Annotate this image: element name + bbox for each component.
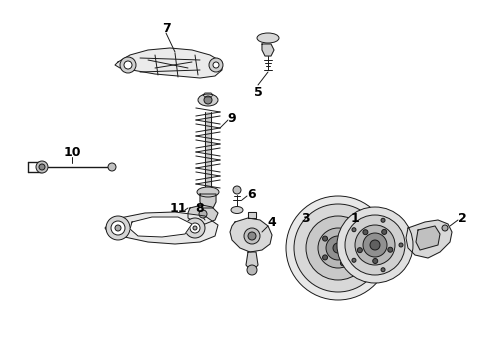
Circle shape: [185, 218, 205, 238]
Circle shape: [352, 228, 356, 232]
Circle shape: [363, 233, 387, 257]
Ellipse shape: [257, 33, 279, 43]
Circle shape: [355, 225, 395, 265]
Text: 5: 5: [254, 86, 262, 99]
Circle shape: [248, 232, 256, 240]
Circle shape: [106, 216, 130, 240]
Circle shape: [247, 265, 257, 275]
Circle shape: [199, 210, 207, 218]
Circle shape: [381, 218, 385, 222]
Polygon shape: [200, 194, 216, 208]
Circle shape: [388, 247, 393, 252]
Circle shape: [244, 228, 260, 244]
Circle shape: [341, 230, 345, 235]
Polygon shape: [203, 93, 213, 97]
Circle shape: [286, 196, 390, 300]
Circle shape: [120, 57, 136, 73]
Circle shape: [363, 230, 368, 235]
Circle shape: [111, 221, 125, 235]
Circle shape: [108, 163, 116, 171]
Circle shape: [39, 164, 45, 170]
Polygon shape: [406, 220, 452, 258]
Text: 9: 9: [228, 112, 236, 125]
Circle shape: [213, 62, 219, 68]
Ellipse shape: [231, 207, 243, 213]
Circle shape: [333, 243, 343, 253]
Polygon shape: [230, 218, 272, 252]
Circle shape: [115, 225, 121, 231]
Circle shape: [351, 246, 357, 251]
Text: 8: 8: [196, 202, 204, 215]
Circle shape: [423, 231, 437, 245]
Polygon shape: [130, 217, 192, 237]
Circle shape: [341, 261, 345, 266]
Ellipse shape: [198, 94, 218, 106]
Circle shape: [294, 204, 382, 292]
Text: 4: 4: [268, 216, 276, 229]
Polygon shape: [188, 205, 218, 224]
Circle shape: [345, 215, 405, 275]
Polygon shape: [205, 112, 211, 192]
Text: 10: 10: [63, 145, 81, 158]
Polygon shape: [115, 48, 222, 78]
Circle shape: [124, 61, 132, 69]
Circle shape: [233, 186, 241, 194]
Text: 6: 6: [247, 188, 256, 201]
Circle shape: [306, 216, 370, 280]
Circle shape: [322, 236, 327, 241]
Polygon shape: [248, 212, 256, 218]
Circle shape: [337, 207, 413, 283]
Circle shape: [193, 226, 197, 230]
Circle shape: [352, 258, 356, 262]
Polygon shape: [246, 252, 258, 272]
Text: 7: 7: [162, 22, 171, 35]
Text: 3: 3: [301, 212, 309, 225]
Text: 1: 1: [351, 212, 359, 225]
Circle shape: [326, 236, 350, 260]
Circle shape: [381, 268, 385, 272]
Circle shape: [204, 96, 212, 104]
Polygon shape: [105, 212, 218, 244]
Text: 11: 11: [169, 202, 187, 215]
Circle shape: [318, 228, 358, 268]
Circle shape: [399, 243, 403, 247]
Polygon shape: [416, 226, 440, 250]
Circle shape: [190, 223, 200, 233]
Ellipse shape: [197, 187, 219, 197]
Circle shape: [357, 248, 362, 253]
Circle shape: [427, 235, 433, 241]
Text: 2: 2: [458, 212, 466, 225]
Circle shape: [382, 229, 387, 234]
Circle shape: [322, 255, 327, 260]
Circle shape: [370, 240, 380, 250]
Circle shape: [209, 58, 223, 72]
Circle shape: [442, 225, 448, 231]
Circle shape: [36, 161, 48, 173]
Polygon shape: [262, 44, 274, 56]
Circle shape: [373, 258, 378, 264]
